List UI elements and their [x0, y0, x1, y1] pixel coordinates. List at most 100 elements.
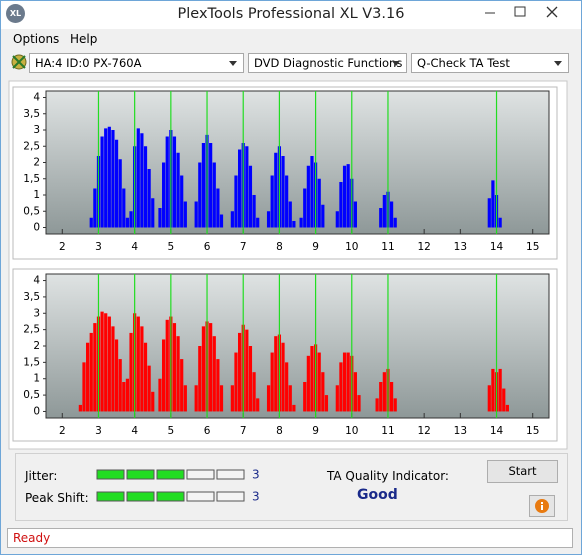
maximize[interactable]	[514, 6, 526, 17]
x-tick-label: 6	[204, 425, 211, 437]
bar	[162, 162, 166, 228]
bar	[143, 146, 148, 228]
y-tick-label: 3	[33, 307, 40, 319]
status-text: Ready	[13, 531, 51, 545]
bar	[270, 352, 274, 412]
y-tick-label: 0,5	[23, 205, 40, 217]
results-box	[15, 453, 568, 521]
y-tick-label: 0	[33, 222, 40, 234]
bar	[176, 152, 180, 228]
bar	[100, 136, 104, 228]
bar	[491, 180, 495, 228]
bar	[252, 195, 256, 228]
window-controls[interactable]	[475, 1, 581, 23]
bar	[140, 133, 144, 228]
bar	[107, 316, 111, 412]
bar	[321, 372, 325, 412]
title-bar	[1, 1, 581, 29]
close[interactable]	[546, 6, 558, 18]
x-tick-label: 11	[381, 425, 394, 437]
x-tick-label: 8	[276, 241, 283, 253]
menu-item[interactable]: Help	[70, 32, 98, 46]
bar	[122, 382, 126, 412]
bar	[147, 169, 151, 228]
bar	[285, 175, 289, 228]
bar	[382, 195, 386, 228]
bar	[252, 372, 256, 412]
bar	[299, 217, 303, 228]
ta-quality-value: Good	[357, 487, 398, 503]
bar	[216, 188, 220, 228]
bar	[321, 204, 325, 228]
bar	[339, 182, 343, 228]
bar	[353, 201, 357, 228]
ta-quality-label: TA Quality Indicator:	[327, 469, 449, 483]
bar	[158, 378, 162, 412]
x-tick-label: 6	[204, 241, 211, 253]
x-tick-label: 10	[345, 241, 358, 253]
bar	[375, 398, 379, 412]
bar	[498, 368, 502, 412]
bar	[491, 368, 495, 412]
bar	[136, 316, 140, 412]
bar	[136, 128, 140, 228]
bar	[288, 385, 292, 412]
function-select[interactable]: DVD Diagnostic Functions	[248, 53, 407, 73]
bar	[111, 130, 115, 228]
bar	[505, 404, 509, 412]
meter-segment	[96, 469, 125, 480]
start-button[interactable]: Start	[487, 460, 558, 483]
meter-segment	[156, 491, 185, 502]
bar	[151, 391, 155, 412]
bar	[100, 311, 104, 412]
bar	[219, 385, 224, 412]
bar	[176, 336, 180, 412]
meter-value: 3	[252, 490, 260, 504]
bar	[310, 156, 314, 228]
bar	[194, 385, 198, 412]
bar	[502, 388, 506, 412]
bar	[393, 217, 397, 228]
bar	[111, 326, 115, 412]
bar	[212, 162, 216, 228]
bar	[82, 362, 86, 412]
bar	[379, 208, 383, 228]
y-tick-label: 1,5	[23, 356, 40, 368]
bar	[487, 198, 491, 228]
bar	[357, 395, 361, 412]
x-tick-label: 14	[490, 241, 504, 253]
bar	[248, 346, 253, 412]
jitter-label: Jitter:	[25, 469, 58, 483]
bar	[339, 362, 343, 412]
bar	[379, 382, 383, 412]
x-tick-label: 9	[312, 425, 319, 437]
x-tick-label: 9	[312, 241, 319, 253]
bar	[393, 398, 397, 412]
bar	[346, 164, 350, 228]
y-tick-label: 3	[33, 124, 40, 136]
menu-item[interactable]: Options	[13, 32, 60, 46]
y-tick-label: 1	[33, 373, 40, 385]
info-button[interactable]	[529, 495, 555, 517]
bar	[281, 156, 285, 228]
bar	[274, 336, 278, 412]
bar	[129, 332, 133, 412]
app-icon: XL	[6, 4, 25, 23]
x-tick-label: 15	[526, 241, 539, 253]
bar	[230, 385, 234, 412]
drive-select[interactable]: HA:4 ID:0 PX-760A	[29, 53, 244, 73]
bar	[114, 339, 119, 412]
bar	[114, 139, 119, 228]
bar	[335, 211, 339, 228]
meter-segment	[126, 469, 155, 480]
peak-shift-label: Peak Shift:	[25, 491, 89, 505]
bar	[172, 323, 177, 412]
bar	[238, 149, 242, 228]
x-tick-label: 3	[95, 425, 102, 437]
x-tick-label: 5	[168, 241, 175, 253]
test-select[interactable]: Q-Check TA Test	[411, 53, 569, 73]
x-tick-label: 13	[454, 425, 467, 437]
y-tick-label: 2,5	[23, 324, 40, 336]
y-tick-label: 0	[33, 405, 40, 417]
bar	[78, 404, 82, 412]
